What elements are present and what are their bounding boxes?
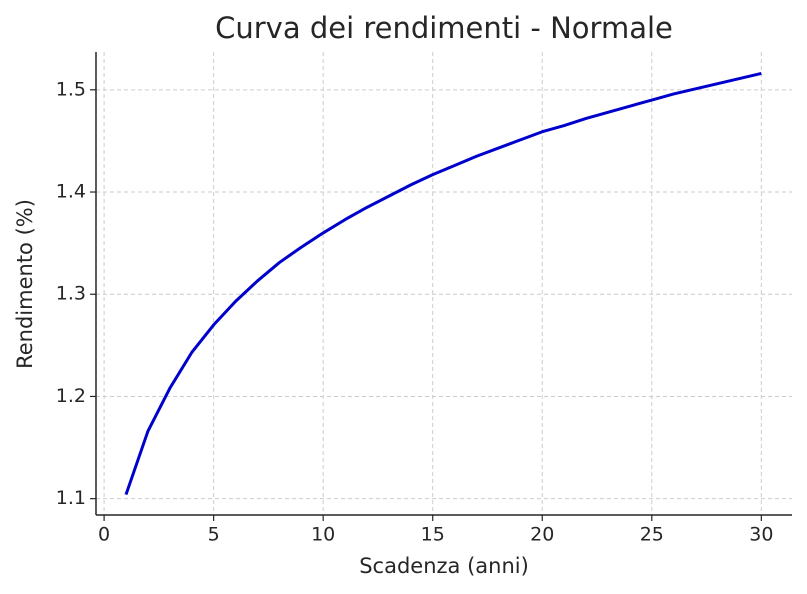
x-tick-label: 25 <box>640 524 664 546</box>
y-axis-label: Rendimento (%) <box>13 199 37 369</box>
chart-title: Curva dei rendimenti - Normale <box>215 11 673 45</box>
y-tick-label: 1.5 <box>56 78 86 100</box>
x-tick-label: 5 <box>208 524 220 546</box>
y-tick-label: 1.1 <box>56 487 86 509</box>
x-tick-label: 30 <box>749 524 773 546</box>
x-tick-label: 15 <box>421 524 445 546</box>
y-tick-label: 1.4 <box>56 181 86 203</box>
data-line <box>124 72 762 496</box>
x-tick-label: 20 <box>530 524 554 546</box>
x-tick-label: 0 <box>98 524 110 546</box>
x-tick-label: 10 <box>311 524 335 546</box>
x-axis-label: Scadenza (anni) <box>359 554 529 578</box>
y-tick-label: 1.3 <box>56 283 86 305</box>
y-tick-label: 1.2 <box>56 385 86 407</box>
